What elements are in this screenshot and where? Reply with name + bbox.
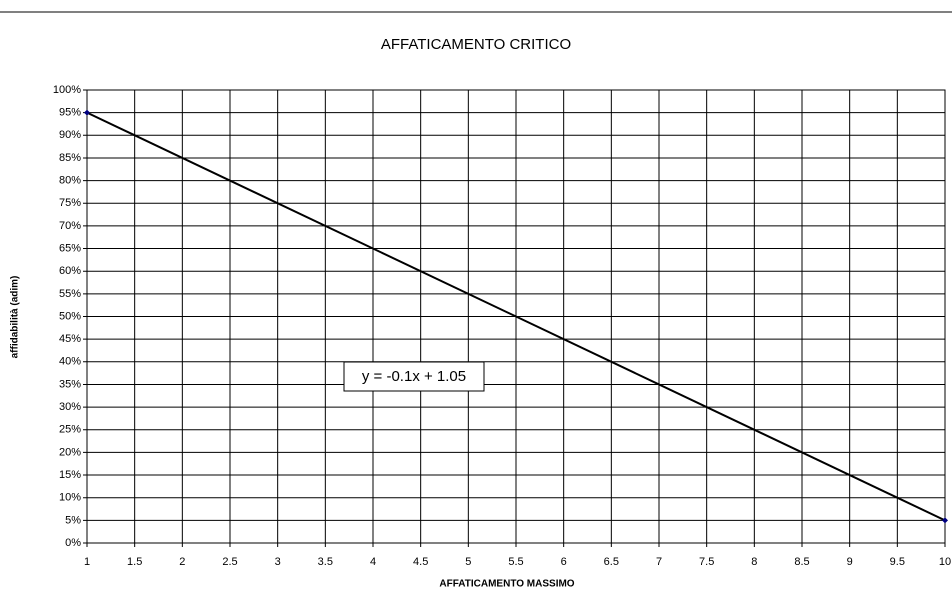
y-tick-label: 0% [65, 537, 81, 549]
y-tick-label: 100% [53, 84, 81, 96]
y-tick-label: 20% [59, 446, 81, 458]
y-tick-label: 40% [59, 356, 81, 368]
y-tick-label: 70% [59, 220, 81, 232]
x-tick-label: 3 [275, 556, 281, 568]
y-tick-label: 45% [59, 333, 81, 345]
x-tick-label: 6 [561, 556, 567, 568]
data-point [942, 517, 948, 524]
x-tick-label: 5.5 [508, 556, 523, 568]
chart-title: AFFATICAMENTO CRITICO [381, 36, 571, 53]
x-tick-label: 4 [370, 556, 376, 568]
y-tick-label: 65% [59, 242, 81, 254]
x-tick-label: 7.5 [699, 556, 714, 568]
y-tick-label: 60% [59, 265, 81, 277]
y-tick-label: 50% [59, 310, 81, 322]
y-tick-label: 30% [59, 401, 81, 413]
y-tick-label: 85% [59, 152, 81, 164]
x-tick-label: 1.5 [127, 556, 142, 568]
plot-border [86, 89, 946, 544]
y-tick-label: 5% [65, 514, 81, 526]
x-tick-label: 2.5 [222, 556, 237, 568]
annotation: y = -0.1x + 1.05 [362, 368, 466, 385]
annotation-box [343, 361, 485, 392]
x-tick-label: 10 [939, 556, 951, 568]
y-tick-label: 35% [59, 378, 81, 390]
x-tick-label: 1 [84, 556, 90, 568]
y-tick-label: 75% [59, 197, 81, 209]
y-tick-label: 95% [59, 107, 81, 119]
data-point [84, 109, 90, 116]
y-tick-label: 10% [59, 492, 81, 504]
x-tick-label: 2 [179, 556, 185, 568]
x-tick-label: 4.5 [413, 556, 428, 568]
x-tick-label: 8 [751, 556, 757, 568]
y-tick-label: 55% [59, 288, 81, 300]
x-tick-label: 9.5 [890, 556, 905, 568]
x-tick-label: 9 [847, 556, 853, 568]
x-tick-label: 8.5 [794, 556, 809, 568]
x-tick-label: 7 [656, 556, 662, 568]
y-tick-label: 25% [59, 424, 81, 436]
x-axis-label: AFFATICAMENTO MASSIMO [439, 579, 574, 590]
x-tick-label: 6.5 [604, 556, 619, 568]
y-tick-label: 15% [59, 469, 81, 481]
y-tick-label: 90% [59, 129, 81, 141]
data-line [86, 111, 946, 522]
x-tick-label: 3.5 [318, 556, 333, 568]
y-axis-label: affidabilità (adim) [10, 276, 21, 359]
y-tick-label: 80% [59, 175, 81, 187]
x-tick-label: 5 [465, 556, 471, 568]
